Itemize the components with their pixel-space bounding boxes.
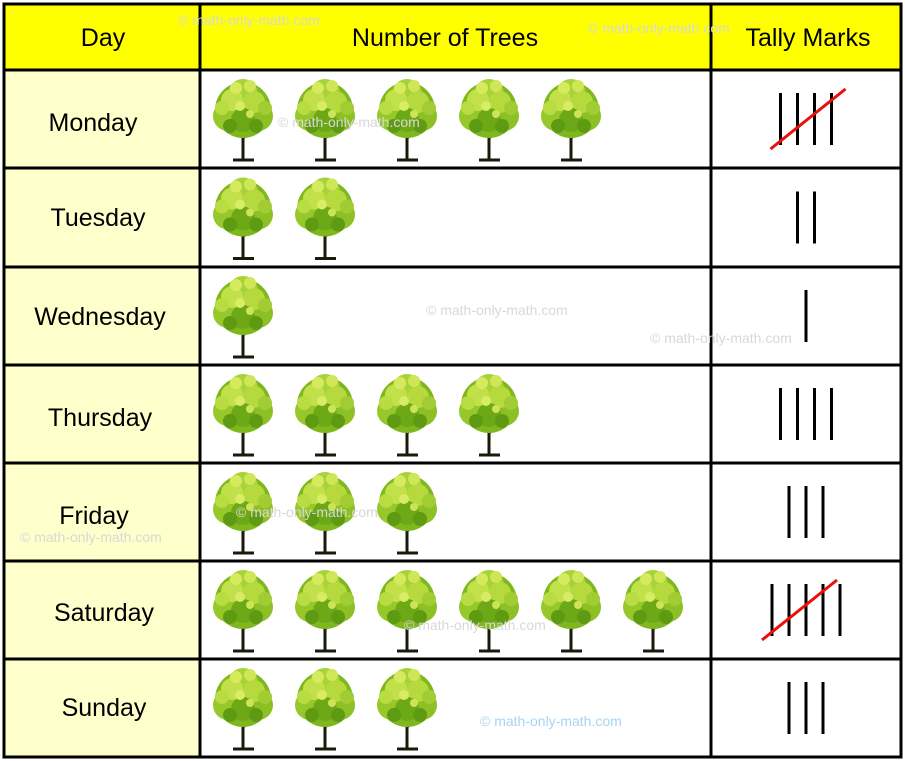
tree-icon xyxy=(211,568,275,653)
watermark: © math-only-math.com xyxy=(20,529,162,545)
day-label-monday: Monday xyxy=(49,109,138,137)
day-label-wednesday: Wednesday xyxy=(34,303,166,331)
tree-icon xyxy=(293,372,357,457)
tree-icon xyxy=(539,568,603,653)
header-row-background xyxy=(4,4,901,70)
tree-icon xyxy=(375,372,439,457)
watermark: © math-only-math.com xyxy=(236,504,378,520)
tree-icon xyxy=(293,568,357,653)
day-cell-background xyxy=(4,463,200,561)
column-header-day: Day xyxy=(81,24,126,52)
tree-icon xyxy=(293,666,357,751)
column-header-number-of-trees: Number of Trees xyxy=(352,24,538,52)
day-label-friday: Friday xyxy=(59,502,129,530)
watermark: © math-only-math.com xyxy=(278,114,420,130)
tree-icon xyxy=(457,568,521,653)
watermark: © math-only-math.com xyxy=(650,330,792,346)
day-cell-background xyxy=(4,561,200,659)
watermark: © math-only-math.com xyxy=(426,302,568,318)
watermark: © math-only-math.com xyxy=(480,713,622,729)
day-cell-background xyxy=(4,659,200,757)
tree-icon xyxy=(375,470,439,555)
day-label-sunday: Sunday xyxy=(62,694,147,722)
tree-pictograph-layer xyxy=(211,77,685,751)
watermark: © math-only-math.com xyxy=(404,617,546,633)
day-label-tuesday: Tuesday xyxy=(51,204,146,232)
tree-icon xyxy=(211,372,275,457)
day-cell-background xyxy=(4,365,200,463)
tally-marks-layer xyxy=(761,87,847,734)
tree-icon xyxy=(539,77,603,162)
tree-icon xyxy=(293,176,357,260)
tree-icon xyxy=(211,77,275,162)
tree-icon xyxy=(457,372,521,457)
tree-icon xyxy=(375,666,439,751)
tree-icon xyxy=(211,176,275,260)
day-cell-background xyxy=(4,168,200,267)
tree-icon xyxy=(621,568,685,653)
watermark: © math-only-math.com xyxy=(588,20,730,36)
day-cell-background xyxy=(4,70,200,168)
tree-icon xyxy=(211,666,275,751)
tally-strike-mark xyxy=(769,87,847,151)
day-cell-background xyxy=(4,267,200,365)
day-label-thursday: Thursday xyxy=(48,404,153,432)
tree-icon xyxy=(211,274,275,359)
watermark: © math-only-math.com xyxy=(178,12,320,28)
tree-icon xyxy=(457,77,521,162)
tree-icon xyxy=(375,568,439,653)
tally-strike-mark xyxy=(761,578,838,642)
day-label-saturday: Saturday xyxy=(54,599,155,627)
column-header-tally-marks: Tally Marks xyxy=(745,24,870,52)
